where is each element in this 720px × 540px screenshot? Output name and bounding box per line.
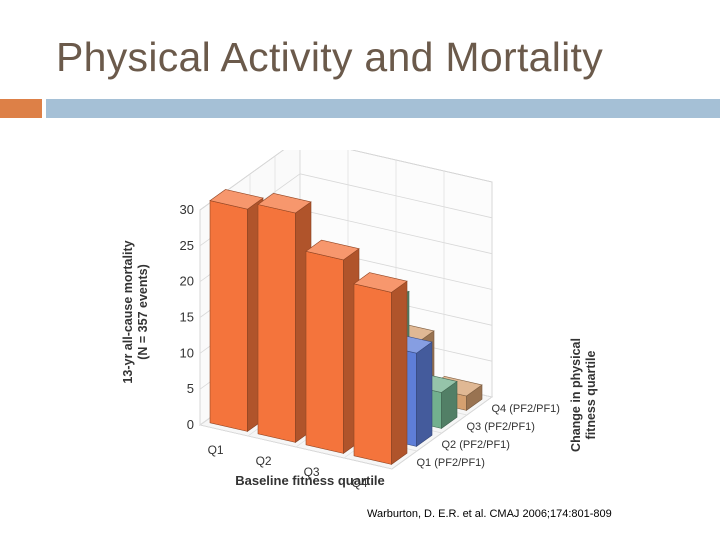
bars: [209, 189, 483, 465]
z-axis-title-line: fitness quartile: [584, 351, 598, 440]
title-accent-bar-orange: [0, 99, 42, 118]
y-axis-title-line: (N = 357 events): [136, 264, 150, 360]
y-tick-label: 10: [180, 345, 194, 360]
x-axis-title: Baseline fitness quartile: [235, 473, 385, 488]
slide-title: Physical Activity and Mortality: [56, 34, 604, 80]
bar-side-face: [391, 280, 408, 465]
citation: Warburton, D. E.R. et al. CMAJ 2006;174:…: [367, 508, 612, 520]
y-tick-label: 30: [180, 202, 194, 217]
mortality-3d-bar-chart: 0 5 10 15 20 25 30 Q1 Q2 Q3 Q4 Q1 (PF2/PF1) Q2 (PF2/…: [121, 150, 598, 490]
bar: [209, 189, 264, 432]
title-accent-bar-blue: [46, 99, 720, 118]
bar-front-face: [209, 200, 248, 432]
x-category-label: Q4: [352, 476, 368, 490]
bar-top-face: [209, 189, 264, 210]
y-tick-label: 0: [187, 417, 194, 432]
bar-front-face: [353, 283, 392, 465]
bar: [305, 239, 360, 454]
bar-front-face: [257, 204, 296, 443]
z-axis-title: Change in physical fitness quartile: [569, 338, 598, 452]
depth-gridline: [199, 210, 393, 470]
y-tick-label: 20: [180, 274, 194, 289]
y-axis-title-line: 13-yr all-cause mortality: [121, 240, 135, 383]
y-tick-label: 25: [180, 238, 194, 253]
bar: [257, 192, 312, 443]
series-depth-label: Q4 (PF2/PF1): [492, 403, 560, 415]
x-category-label: Q3: [304, 465, 320, 479]
z-axis-title-line: Change in physical: [569, 338, 583, 452]
x-category-label: Q1: [208, 443, 224, 457]
series-depth-label: Q1 (PF2/PF1): [417, 457, 485, 469]
bar-top-face: [257, 192, 312, 214]
bar-side-face: [416, 341, 433, 447]
x-category-label: Q2: [256, 454, 272, 468]
series-depth-label: Q2 (PF2/PF1): [442, 439, 510, 451]
y-gridline: [199, 150, 493, 211]
bar: [353, 272, 408, 465]
y-axis-title: 13-yr all-cause mortality (N = 357 events…: [121, 240, 150, 383]
series-depth-label: Q3 (PF2/PF1): [467, 421, 535, 433]
y-tick-label: 5: [187, 381, 194, 396]
bar-top-face: [353, 272, 408, 293]
y-tick-label: 15: [180, 310, 194, 325]
bar-front-face: [305, 250, 344, 454]
bar-top-face: [305, 239, 360, 261]
